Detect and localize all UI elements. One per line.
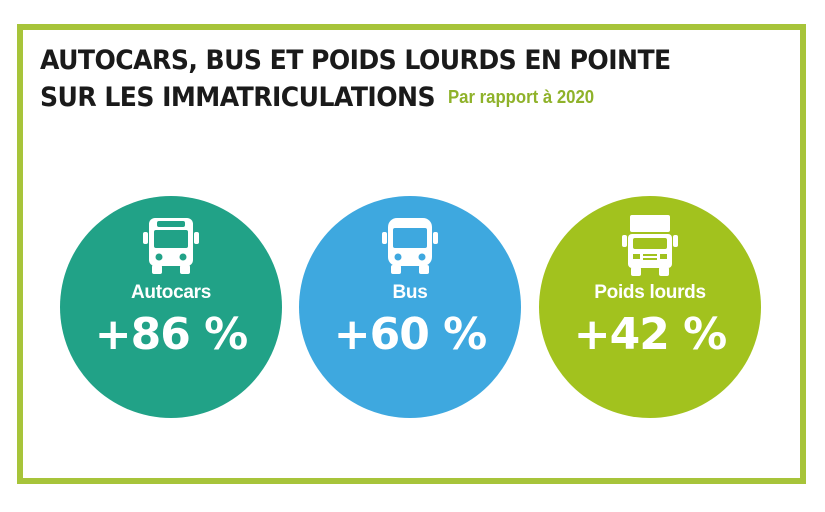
stat-circle-autocars: Autocars +86 % xyxy=(60,196,282,418)
stat-value-poids-lourds: +42 % xyxy=(573,309,728,360)
page-title: AUTOCARS, BUS ET POIDS LOURDS EN POINTE … xyxy=(40,42,671,116)
stat-value-bus: +60 % xyxy=(333,309,488,360)
title-line-2-text: SUR LES IMMATRICULATIONS xyxy=(40,82,436,113)
stat-value-autocars: +86 % xyxy=(94,309,249,360)
stat-circle-poids-lourds: Poids lourds +42 % xyxy=(539,196,761,418)
stat-label-poids-lourds: Poids lourds xyxy=(594,282,706,303)
truck-icon xyxy=(622,215,678,276)
stat-label-autocars: Autocars xyxy=(131,282,211,303)
title-line-2: SUR LES IMMATRICULATIONS Par rapport à 20… xyxy=(40,79,671,116)
title-line-1: AUTOCARS, BUS ET POIDS LOURDS EN POINTE xyxy=(40,45,671,76)
stat-label-bus: Bus xyxy=(392,282,428,303)
subtitle: Par rapport à 2020 xyxy=(447,87,595,107)
bus-icon xyxy=(382,218,438,274)
coach-icon xyxy=(143,218,199,274)
stat-circle-bus: Bus +60 % xyxy=(299,196,521,418)
